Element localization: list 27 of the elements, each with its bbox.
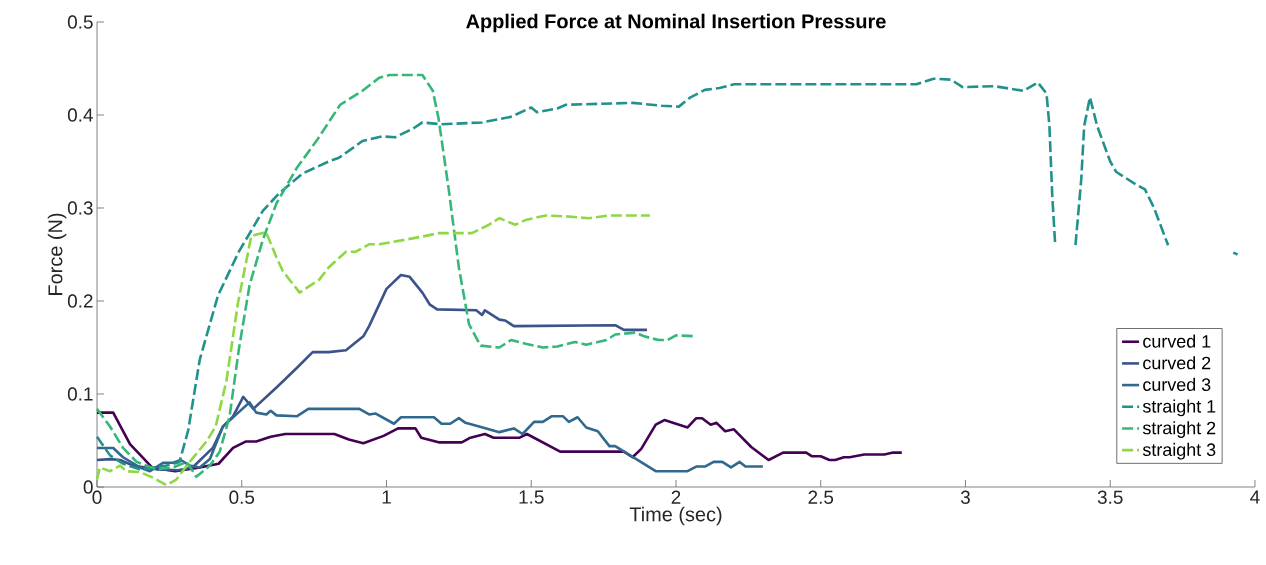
y-tick-label: 0.1: [67, 387, 93, 401]
chart-title: Applied Force at Nominal Insertion Pressure: [466, 13, 886, 33]
legend-label: straight 1: [1142, 399, 1216, 417]
legend-label: straight 2: [1142, 421, 1216, 438]
line-series: [95, 411, 904, 473]
y-tick-label: 0.4: [67, 108, 93, 122]
line-series: [95, 214, 652, 487]
x-tick-label: 4: [1250, 490, 1260, 504]
x-axis-title: Time (sec): [629, 506, 722, 526]
line-series: [95, 401, 765, 473]
legend-label: straight 3: [1142, 442, 1216, 460]
y-tick-label: 0.5: [67, 15, 93, 29]
x-tick-label: 0: [92, 490, 102, 504]
x-tick-label: 3.5: [1097, 490, 1123, 504]
y-tick-label: 0.3: [67, 201, 93, 215]
y-tick-label: 0: [83, 480, 93, 494]
x-tick-label: 1: [382, 490, 391, 504]
y-axis-title: Force (N): [47, 213, 67, 295]
legend-label: curved 3: [1143, 377, 1211, 392]
x-tick-label: 0.5: [229, 490, 255, 504]
x-tick-label: 3: [960, 490, 970, 504]
x-tick-label: 1.5: [519, 490, 544, 504]
x-tick-label: 2.5: [808, 490, 834, 504]
legend-label: curved 2: [1143, 356, 1211, 370]
x-tick-label: 2: [671, 490, 681, 504]
y-tick-label: 0.2: [67, 294, 93, 308]
legend-label: curved 1: [1143, 334, 1211, 348]
